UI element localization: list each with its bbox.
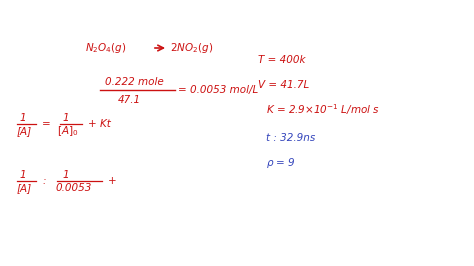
Text: = 0.0053 mol/L: = 0.0053 mol/L [178,85,258,95]
Text: $\rho$ = 9: $\rho$ = 9 [266,156,296,170]
Text: $N_2O_4(g)$: $N_2O_4(g)$ [85,41,127,55]
Text: $2NO_2(g)$: $2NO_2(g)$ [170,41,213,55]
Text: $[A]_0$: $[A]_0$ [57,124,78,138]
Text: 0.0053: 0.0053 [55,183,91,193]
Text: 1: 1 [63,113,70,123]
Text: 1: 1 [20,170,27,180]
Text: 0.222 mole: 0.222 mole [105,77,164,87]
Text: [A]: [A] [17,126,32,136]
Text: [A]: [A] [17,183,32,193]
Text: T = 400k: T = 400k [258,55,306,65]
Text: + Kt: + Kt [88,119,111,129]
Text: 1: 1 [63,170,70,180]
Text: V = 41.7L: V = 41.7L [258,80,309,90]
Text: =: = [42,119,51,129]
Text: 47.1: 47.1 [118,95,141,105]
Text: t : 32.9ns: t : 32.9ns [266,133,315,143]
Text: 1: 1 [20,113,27,123]
Text: +: + [108,176,117,186]
Text: :: : [42,176,46,186]
Text: K = 2.9$\times$10$^{-1}$ L/mol s: K = 2.9$\times$10$^{-1}$ L/mol s [266,103,380,117]
